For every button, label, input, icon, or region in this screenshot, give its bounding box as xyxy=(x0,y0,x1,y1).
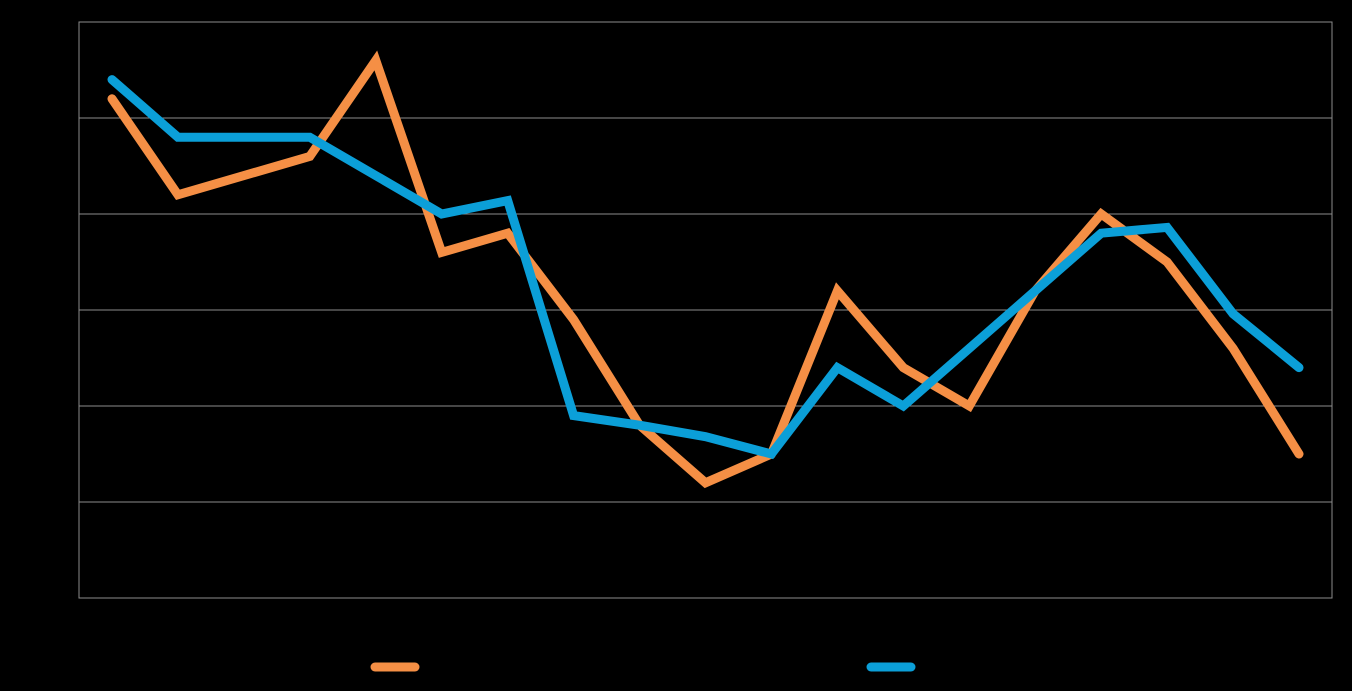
series-layer xyxy=(107,50,1304,489)
series-line-1 xyxy=(107,75,1304,460)
series-line-0 xyxy=(107,50,1304,489)
gridlines xyxy=(79,117,1332,503)
